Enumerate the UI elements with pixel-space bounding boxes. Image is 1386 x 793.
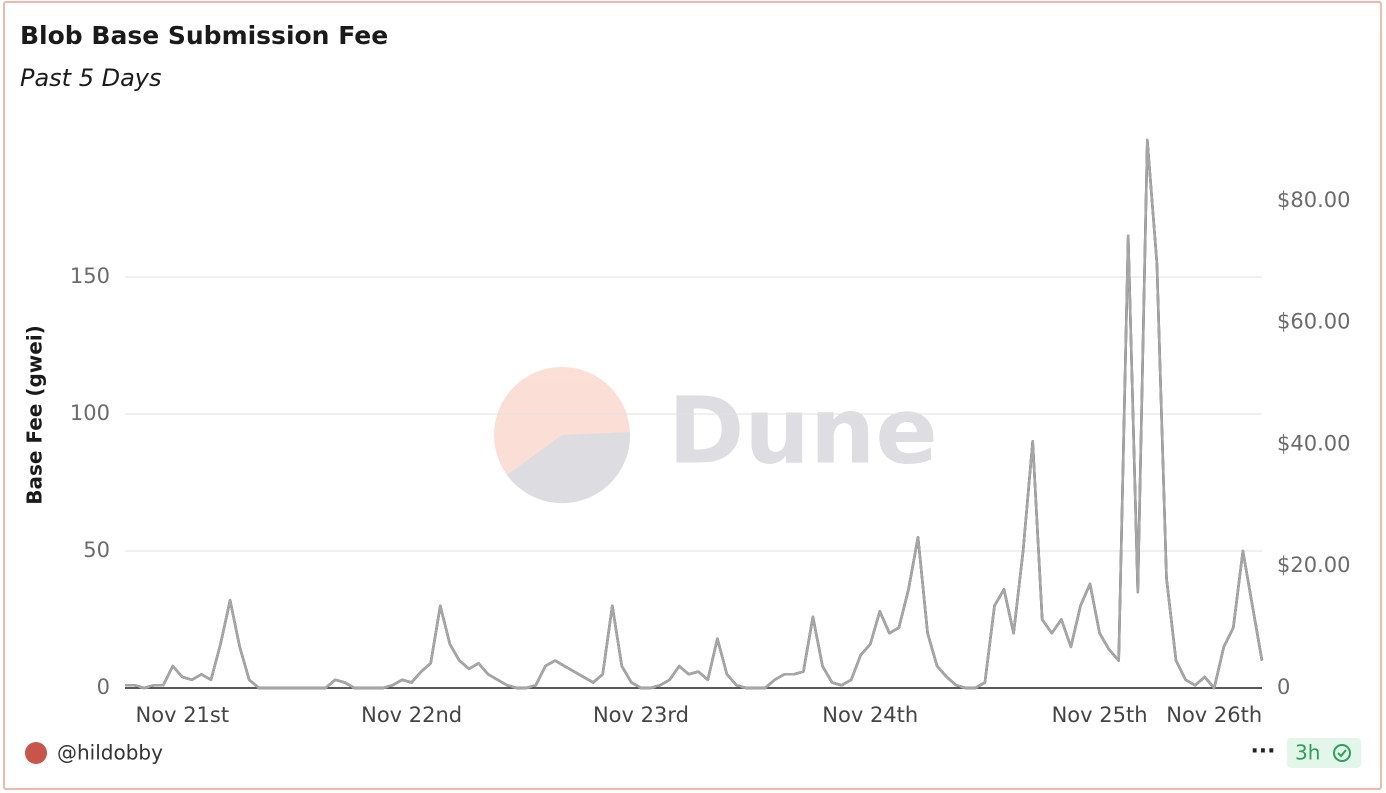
y2-tick-label: $60.00 [1277,310,1350,334]
menu-button[interactable]: ··· [1250,739,1275,764]
x-tick-label: Nov 26th [1166,703,1262,727]
y-tick-label: 0 [97,675,110,699]
watermark-logo-part [507,432,631,504]
card [3,1,1382,790]
chart-title: Blob Base Submission Fee [20,21,388,50]
y-tick-label: 150 [70,264,110,288]
watermark-text: Dune [668,377,938,484]
verified-icon [1333,744,1351,762]
x-tick-label: Nov 22nd [361,703,462,727]
watermark: Dune [494,367,938,504]
author[interactable]: @hildobby [57,741,163,765]
verified-check [1337,749,1347,758]
y-tick-label: 50 [83,538,110,562]
y-tick-label: 100 [70,401,110,425]
chart-subtitle: Past 5 Days [20,64,162,92]
x-tick-label: Nov 24th [822,703,918,727]
author-avatar [25,742,47,764]
age: 3h [1295,741,1320,765]
y2-tick-label: $20.00 [1277,553,1350,577]
x-tick-label: Nov 21st [136,703,230,727]
series-line [125,138,1264,690]
y2-tick-label: $40.00 [1277,431,1350,455]
x-tick-label: Nov 25th [1052,703,1148,727]
y-axis-label: Base Fee (gwei) [23,325,47,505]
y2-tick-label: 0 [1277,675,1290,699]
y2-tick-label: $80.00 [1277,188,1350,212]
x-tick-label: Nov 23rd [593,703,689,727]
